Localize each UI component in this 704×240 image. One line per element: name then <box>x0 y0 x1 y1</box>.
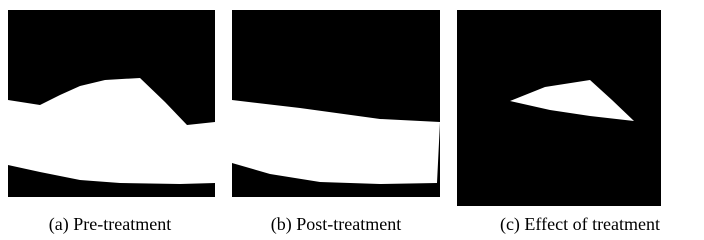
panel-b: (b) Post-treatment <box>232 10 440 235</box>
caption: (b) Post-treatment <box>271 214 401 235</box>
panel-c: (c) Effect of treatment <box>457 10 661 235</box>
figure: (a) Pre-treatment (b) Post-treatment (c)… <box>0 0 704 240</box>
caption: (c) Effect of treatment <box>500 214 660 235</box>
panel-a: (a) Pre-treatment <box>8 10 215 235</box>
page: {"figure": {"panels": [ {"caption": "(a)… <box>0 0 704 240</box>
caption: (a) Pre-treatment <box>49 214 171 235</box>
